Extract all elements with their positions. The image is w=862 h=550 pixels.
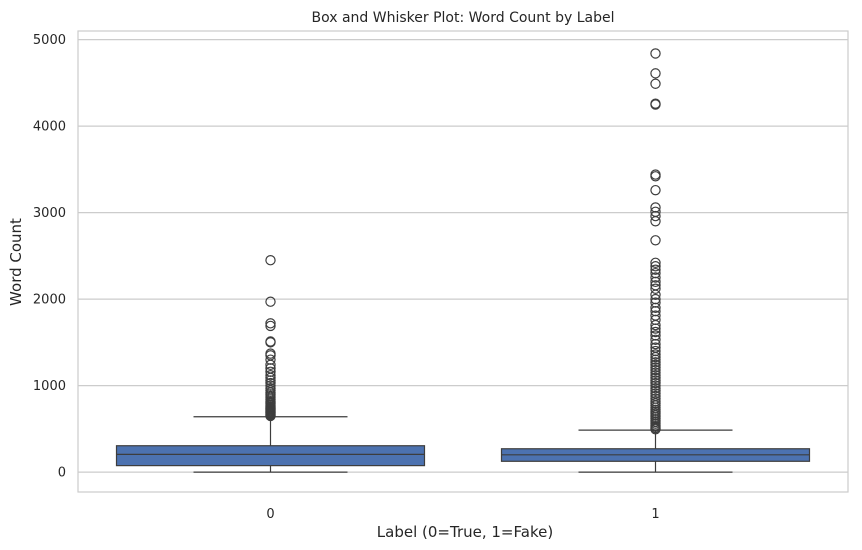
outlier-point — [650, 235, 661, 246]
iqr-box — [115, 445, 426, 467]
outlier-point — [650, 393, 661, 404]
outlier-point — [650, 326, 661, 338]
outlier-point — [650, 342, 661, 353]
outlier-point — [650, 206, 661, 217]
y-tick-label: 0 — [58, 466, 66, 481]
box-group-0 — [115, 255, 426, 473]
outlier-point — [650, 257, 661, 268]
outlier-point — [650, 169, 661, 180]
y-tick-label: 1000 — [33, 379, 66, 394]
outlier-point — [650, 267, 661, 279]
outlier-point — [650, 68, 661, 79]
outlier-point — [650, 98, 661, 109]
outlier-point — [265, 320, 276, 332]
x-tick-label: 0 — [266, 507, 274, 522]
outlier-point — [265, 318, 276, 329]
outlier-point — [650, 349, 661, 360]
outlier-point — [650, 383, 661, 394]
data-layer — [115, 48, 811, 473]
outlier-point — [650, 280, 661, 291]
outlier-point — [265, 370, 276, 381]
outlier-point — [650, 364, 661, 376]
plot-area-frame — [77, 30, 849, 493]
outlier-point — [650, 357, 661, 368]
outlier-point — [650, 48, 661, 59]
outlier-point — [650, 334, 661, 345]
outlier-point — [650, 359, 661, 371]
outlier-point — [650, 184, 661, 196]
outlier-point — [265, 348, 276, 359]
outlier-point — [265, 255, 276, 266]
x-tick-label: 1 — [651, 507, 659, 522]
outlier-point — [265, 377, 276, 389]
grid-lines — [78, 39, 848, 473]
outlier-point — [650, 283, 661, 294]
y-tick-label: 2000 — [33, 293, 66, 308]
outlier-point — [265, 354, 276, 365]
outlier-point — [265, 366, 276, 377]
outlier-point — [650, 377, 661, 389]
y-axis-label: Word Count — [7, 218, 25, 306]
x-axis-label: Label (0=True, 1=Fake) — [377, 523, 553, 541]
outlier-point — [650, 375, 661, 386]
outlier-point — [265, 296, 276, 307]
outlier-point — [650, 390, 661, 402]
outlier-point — [650, 388, 661, 399]
tick-labels: 0 1000 2000 3000 4000 5000 0 1 — [33, 33, 660, 522]
outlier-point — [650, 330, 661, 341]
y-tick-label: 3000 — [33, 206, 66, 221]
outlier-point — [265, 380, 276, 391]
outlier-point — [650, 310, 661, 321]
y-tick-label: 4000 — [33, 120, 66, 135]
outlier-point — [650, 385, 661, 397]
outlier-point — [650, 202, 661, 213]
outlier-point — [650, 395, 661, 407]
outlier-point — [650, 264, 661, 275]
outlier-point — [650, 345, 661, 357]
outlier-point — [650, 372, 661, 384]
outlier-point — [265, 336, 276, 347]
outlier-point — [650, 297, 661, 308]
outlier-point — [650, 367, 661, 378]
y-tick-label: 5000 — [33, 33, 66, 48]
outlier-point — [650, 293, 661, 305]
outlier-point — [650, 370, 661, 381]
outlier-point — [650, 272, 661, 283]
outlier-point — [650, 78, 661, 89]
outlier-point — [650, 380, 661, 391]
chart-title: Box and Whisker Plot: Word Count by Labe… — [312, 10, 615, 26]
outlier-point — [265, 383, 276, 394]
outlier-point — [650, 362, 661, 373]
outlier-point — [650, 261, 661, 272]
box-group-1 — [500, 48, 811, 473]
